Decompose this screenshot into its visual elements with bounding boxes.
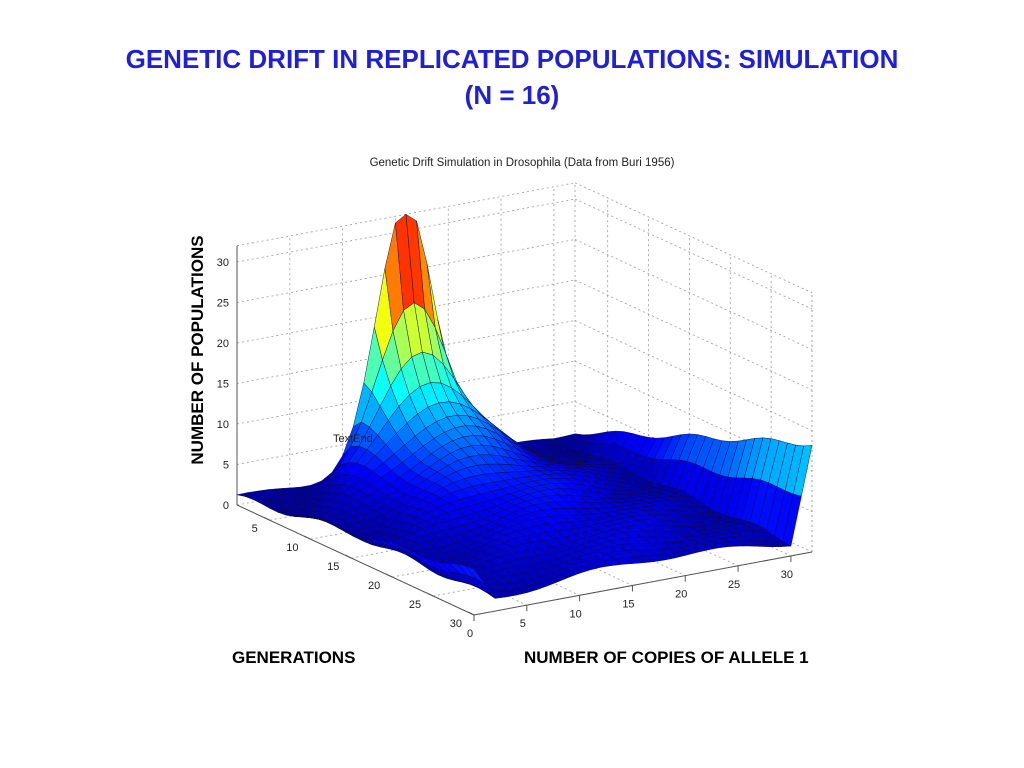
x-tick-label: 30 (450, 618, 462, 630)
x-tick (467, 611, 475, 616)
box-edge (574, 182, 813, 294)
slide-subtitle: (N = 16) (464, 80, 560, 110)
z-tick-label: 15 (217, 379, 229, 391)
x-tick (345, 554, 352, 559)
y-tick-label: 15 (622, 598, 634, 610)
x-tick-label: 25 (409, 599, 421, 611)
y-tick-label: 30 (781, 569, 793, 581)
y-tick-label: 20 (675, 589, 687, 601)
y-tick-label: 10 (570, 608, 582, 620)
y-tick-label: 25 (728, 579, 740, 591)
x-tick (386, 573, 393, 578)
y-tick-label: 5 (520, 618, 526, 630)
axis-line (473, 551, 813, 616)
z-tick-label: 0 (223, 500, 229, 512)
z-tick-label: 25 (217, 298, 229, 310)
x-axis-label: GENERATIONS (232, 648, 356, 667)
z-tick-label: 20 (217, 338, 229, 350)
z-tick-label: 5 (223, 460, 229, 472)
y-tick-label: 0 (467, 628, 473, 640)
grid-line (574, 198, 813, 310)
surface-mesh (236, 213, 813, 599)
y-axis-label: NUMBER OF COPIES OF ALLELE 1 (524, 648, 809, 667)
grid-line (574, 320, 813, 431)
grid-line (574, 360, 813, 472)
tick-labels: 0 5 10 15 20 25 30 5 10 15 20 25 30 0 5 10 15 20 25 30 (217, 257, 793, 640)
surface-facet (793, 445, 813, 497)
slide-title: GENETIC DRIFT IN REPLICATED POPULATIONS:… (125, 44, 899, 74)
x-tick-label: 10 (286, 542, 298, 554)
z-axis-label: NUMBER OF POPULATIONS (188, 235, 207, 465)
x-tick (263, 516, 270, 521)
plot-annotation: TextEnd (333, 433, 373, 445)
grid-line (574, 239, 813, 350)
plot-title: Genetic Drift Simulation in Drosophila (… (370, 157, 675, 169)
x-tick-label: 15 (327, 561, 339, 573)
x-tick-label: 20 (368, 580, 380, 592)
z-tick-label: 10 (217, 419, 229, 431)
grid-line (574, 279, 813, 391)
x-tick (426, 592, 434, 597)
x-tick (304, 535, 311, 540)
x-tick-label: 5 (252, 523, 258, 535)
axis-line (236, 504, 475, 616)
z-tick-label: 30 (217, 257, 229, 269)
